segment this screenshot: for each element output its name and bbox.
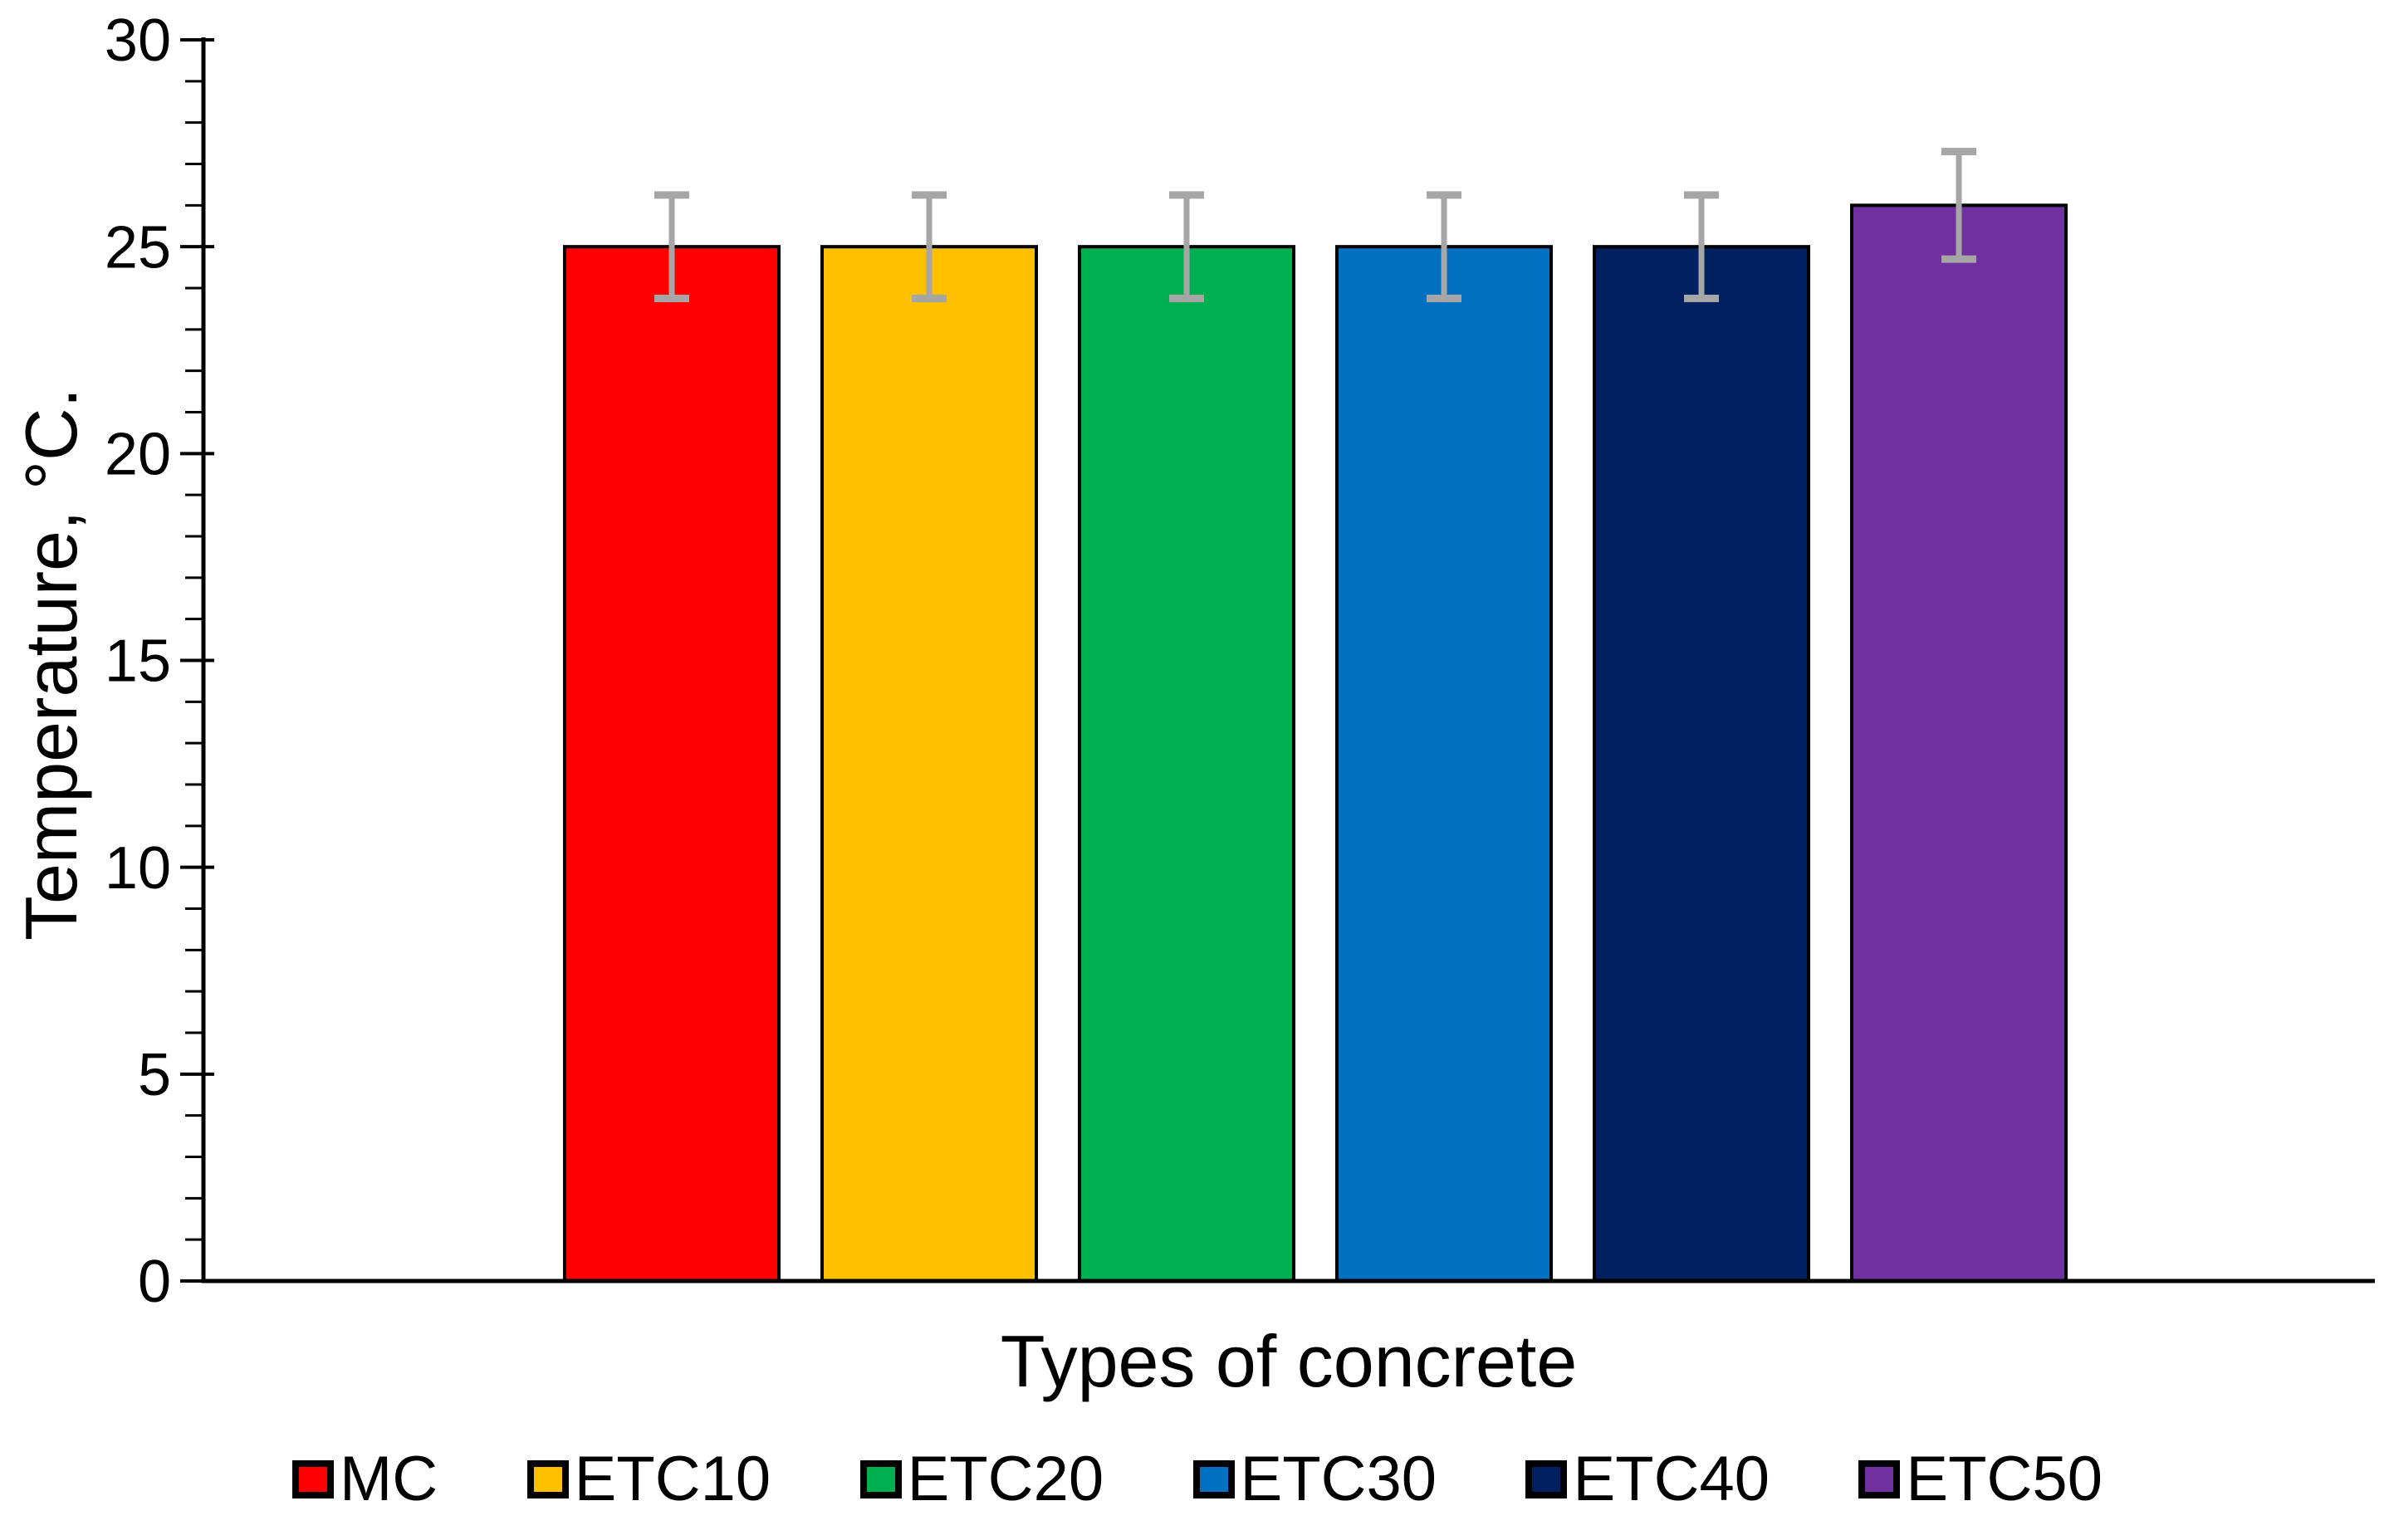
bar-MC	[563, 245, 781, 1283]
error-bar-bottom-cap-MC	[654, 294, 689, 302]
y-axis-title: Temperature, °C.	[10, 387, 92, 941]
legend-label-ETC10: ETC10	[574, 1444, 771, 1514]
legend-label-ETC20: ETC20	[907, 1444, 1104, 1514]
legend-label-ETC50: ETC50	[1906, 1444, 2103, 1514]
bar-ETC50	[1850, 203, 2068, 1283]
legend-label-ETC40: ETC40	[1573, 1444, 1770, 1514]
bar-ETC10	[820, 245, 1038, 1283]
error-bar-top-cap-ETC10	[912, 191, 947, 199]
legend-item-ETC10: ETC10	[526, 1444, 771, 1514]
legend-item-ETC30: ETC30	[1192, 1444, 1437, 1514]
legend-swatch-ETC30	[1192, 1460, 1235, 1498]
legend-item-ETC20: ETC20	[859, 1444, 1104, 1514]
legend-label-MC: MC	[340, 1444, 438, 1514]
y-tick-label: 25	[105, 214, 171, 281]
y-tick-label: 10	[105, 835, 171, 902]
legend-swatch-ETC10	[526, 1460, 569, 1498]
x-axis-title: Types of concrete	[1000, 1320, 1578, 1402]
error-bar-bottom-cap-ETC40	[1684, 294, 1719, 302]
y-tick-label: 5	[138, 1042, 171, 1108]
error-bar-top-cap-ETC20	[1169, 191, 1204, 199]
legend-swatch-ETC40	[1525, 1460, 1568, 1498]
legend-label-ETC30: ETC30	[1240, 1444, 1437, 1514]
legend-item-ETC50: ETC50	[1858, 1448, 2103, 1511]
error-bar-top-cap-ETC50	[1941, 148, 1976, 156]
error-bar-bottom-cap-ETC20	[1169, 294, 1204, 302]
bar-ETC30	[1335, 245, 1553, 1283]
y-tick-label: 20	[105, 422, 171, 488]
y-tick-label: 30	[105, 7, 171, 74]
y-tick-label: 15	[105, 628, 171, 695]
bar-ETC40	[1593, 245, 1810, 1283]
error-bar-top-cap-ETC40	[1684, 191, 1719, 199]
error-bar-top-cap-ETC30	[1427, 191, 1461, 199]
legend-item-MC: MC	[292, 1448, 438, 1511]
y-tick-label: 0	[138, 1249, 171, 1315]
legend-swatch-MC	[292, 1460, 334, 1498]
legend-swatch-ETC50	[1858, 1460, 1901, 1498]
legend-swatch-ETC20	[859, 1460, 902, 1498]
legend: MC ETC10 ETC20 ETC30 ETC40 ETC50	[292, 1438, 2103, 1521]
bar-ETC20	[1078, 245, 1295, 1283]
legend-item-ETC40: ETC40	[1525, 1448, 1770, 1511]
error-bar-top-cap-MC	[654, 191, 689, 199]
error-bar-bottom-cap-ETC50	[1941, 255, 1976, 263]
error-bar-bottom-cap-ETC10	[912, 294, 947, 302]
error-bar-bottom-cap-ETC30	[1427, 294, 1461, 302]
